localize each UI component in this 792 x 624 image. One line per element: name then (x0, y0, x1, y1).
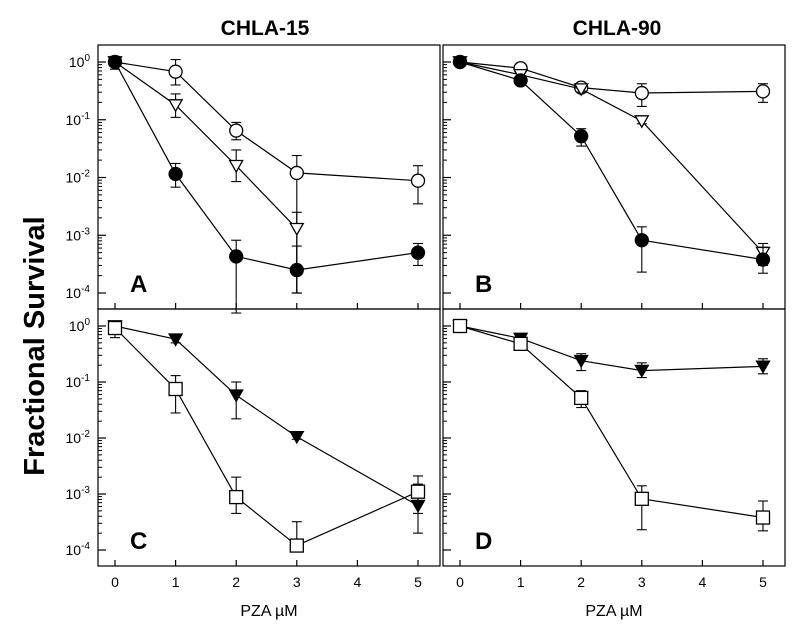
series-filled-triangle-down (107, 320, 426, 534)
data-point (574, 129, 589, 144)
column-title-right: CHLA-90 (573, 17, 662, 40)
data-point (634, 233, 649, 248)
data-point (513, 73, 528, 88)
x-tick-label: 4 (354, 574, 362, 590)
series-filled-triangle-down (452, 320, 771, 379)
x-axis-label-right: PZA µM (585, 603, 642, 620)
y-tick-label: 10-3 (66, 226, 91, 243)
panel-frame (97, 308, 441, 567)
data-point (634, 364, 650, 379)
x-tick-label: 1 (172, 574, 180, 590)
series-open-square (452, 318, 771, 532)
series-line (114, 327, 419, 547)
data-point (634, 491, 649, 506)
panel-letter: C (130, 528, 147, 555)
data-point (573, 354, 589, 369)
y-tick-label: 10-4 (66, 541, 91, 558)
data-point (755, 510, 771, 525)
series-line (114, 325, 419, 507)
x-tick-label: 0 (456, 574, 464, 590)
series-open-circle (452, 54, 771, 107)
series-open-square (107, 320, 426, 553)
series-line (114, 61, 419, 182)
panel-C: 100 10-1 10-2 10-3 10-4 0 1 2 3 4 5 C (66, 308, 441, 590)
data-point (168, 166, 183, 182)
data-point (228, 159, 244, 174)
x-tick-label: 5 (414, 574, 422, 590)
x-tick-label: 1 (517, 574, 525, 590)
x-tick-label: 2 (577, 574, 585, 590)
panel-D: 0 1 2 3 4 5 D (442, 308, 786, 590)
data-point (168, 64, 183, 79)
data-point (229, 123, 244, 138)
y-tick-label: 10-4 (66, 284, 91, 301)
data-point (107, 54, 123, 70)
x-tick-label: 3 (638, 574, 646, 590)
y-tick-label: 10-1 (66, 373, 91, 390)
x-tick-label: 3 (293, 574, 301, 590)
data-point (634, 115, 650, 129)
panel-frame (97, 44, 441, 310)
data-point (634, 85, 649, 101)
data-point (289, 222, 305, 237)
panel-frame (442, 44, 786, 310)
data-point (167, 99, 184, 113)
series-filled-circle (107, 54, 426, 314)
data-point (452, 318, 468, 334)
x-tick-label: 0 (111, 574, 119, 590)
data-point (167, 333, 184, 347)
data-point (755, 252, 771, 267)
y-tick-label: 10-2 (66, 429, 91, 446)
y-tick-label: 100 (69, 317, 91, 334)
column-title-left: CHLA-15 (221, 17, 310, 40)
panel-letter: A (130, 271, 147, 298)
data-point (410, 245, 426, 260)
data-point (755, 84, 771, 99)
data-point (228, 389, 244, 403)
x-tick-label: 4 (699, 574, 707, 590)
y-tick-label: 10-1 (66, 111, 91, 128)
data-point (289, 430, 305, 445)
series-line (459, 325, 764, 519)
series-line (114, 61, 298, 230)
series-line (114, 61, 419, 271)
panel-A: 100 10-1 10-2 10-3 10-4 A (66, 44, 441, 314)
y-tick-label: 10-3 (66, 485, 91, 502)
panel-letter: B (475, 271, 492, 298)
data-point (289, 262, 304, 278)
data-point (410, 173, 426, 188)
x-tick-label: 5 (759, 574, 767, 590)
y-tick-label: 100 (69, 53, 91, 70)
series-open-triangle-down (107, 56, 305, 294)
y-axis-label: Fractional Survival (19, 216, 51, 476)
x-axis-label-left: PZA µM (240, 603, 297, 620)
data-point (289, 538, 304, 553)
data-point (229, 489, 244, 505)
series-line (459, 61, 764, 94)
data-point (452, 54, 468, 70)
data-point (513, 336, 528, 352)
data-point (168, 381, 183, 397)
panel-frame (442, 308, 786, 567)
panel-B: B (442, 44, 786, 310)
series-line (459, 325, 764, 372)
series-open-triangle-down (452, 56, 771, 266)
series-filled-circle (452, 54, 771, 274)
x-tick-label: 2 (232, 574, 240, 590)
data-point (574, 390, 589, 406)
data-point (573, 83, 589, 97)
data-point (289, 165, 304, 181)
data-point (410, 484, 426, 499)
y-tick-label: 10-2 (66, 169, 91, 186)
data-point (107, 320, 123, 336)
data-point (755, 360, 771, 374)
data-point (229, 249, 244, 264)
panel-letter: D (475, 528, 492, 555)
